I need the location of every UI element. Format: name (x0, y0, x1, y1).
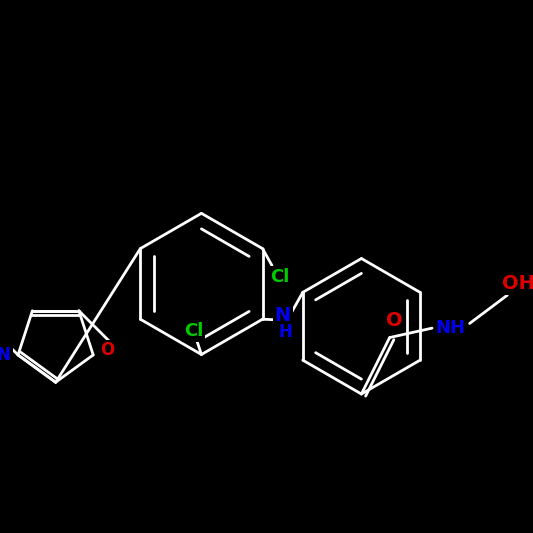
Text: OH: OH (502, 274, 533, 293)
Text: O: O (100, 341, 115, 359)
Text: O: O (386, 311, 402, 330)
Text: N: N (274, 306, 291, 325)
Text: Cl: Cl (270, 268, 289, 286)
Text: Cl: Cl (184, 322, 204, 340)
Text: N: N (0, 346, 11, 364)
Text: H: H (279, 323, 293, 341)
Text: NH: NH (436, 319, 466, 337)
